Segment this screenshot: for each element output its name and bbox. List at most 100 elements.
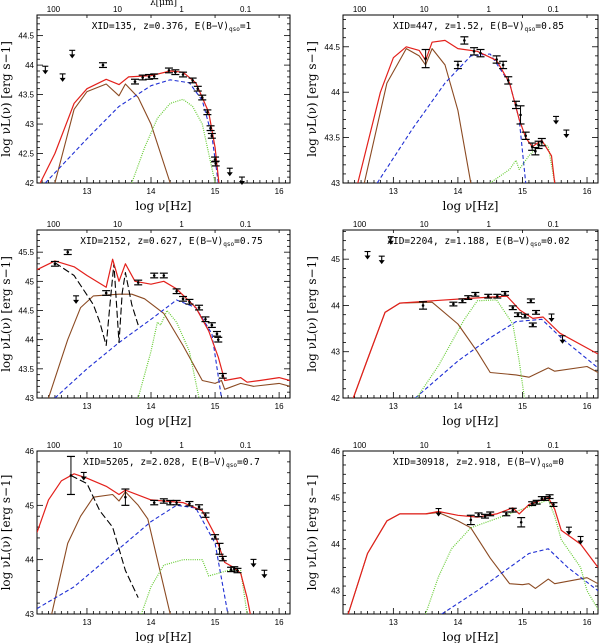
sed-panel-6: 13 14 15 16 43 44 45 46 100 10 1 0.1 log ν[Hz] log νL… [305,441,599,643]
plot-frame [36,450,291,615]
photometry-point [492,55,501,64]
title-subscript: qso [525,26,536,33]
upper-limit-arrow [553,115,560,125]
x-axis-label: log ν[Hz] [135,630,191,643]
photometry-point [185,298,194,305]
sed-panel-4: 13 14 15 16 42 43 44 45 100 10 1 0.1 log ν[Hz] log νL… [305,220,599,428]
top-wavelength-tick-label: 10 [113,441,122,450]
x-axis-label: log ν[Hz] [135,414,191,428]
y-tick-label: 44.5 [324,43,340,52]
photometry-point [198,94,207,101]
photometry-point [233,567,242,574]
title-main: XID=30918, z=2.918, E(B−V) [393,457,542,468]
total-model-curve [347,497,598,614]
upper-limit-arrow [226,167,233,177]
upper-limit-arrow [250,558,257,568]
title-subscript: qso [229,26,240,33]
photometry-point [460,36,469,45]
y-tick-label: 44 [331,301,340,310]
starburst-model-curve [70,475,139,598]
photometry-point [484,293,493,299]
y-tick-label: 43 [331,587,340,596]
top-wavelength-tick-label: 0.1 [240,5,252,14]
plot-frame [36,14,291,184]
top-wavelength-tick-label: 10 [420,220,429,229]
x-tick-label: 13 [83,618,92,627]
galaxy-model-curve [425,499,598,614]
y-tick-label: 43.5 [18,365,34,374]
upper-limit-arrow [435,507,442,517]
photometry-point [134,279,143,286]
title-subscript: qso [530,241,541,248]
top-wavelength-tick-label: 100 [353,441,367,450]
photometry-point [545,494,554,500]
photometry-point [201,316,210,323]
total-model-curve [39,70,220,183]
photometry-point [481,513,490,519]
title-main: XID=5205, z=2.028, E(B−V) [83,457,226,468]
x-tick-label: 16 [275,618,284,627]
top-wavelength-tick-label: 100 [353,5,367,14]
total-model-curve [357,39,556,183]
upper-limit-arrow [73,295,80,304]
y-tick-label: 43 [331,348,340,357]
x-tick-label: 14 [147,618,156,627]
title-main: XID=135, z=0.376, E(B−V) [92,21,229,32]
panel-title: XID=30918, z=2.918, E(B−V)qso=0 [393,457,564,469]
photometry-point [211,160,220,167]
plot-frame [342,14,599,184]
torus-model-curve [54,83,171,183]
upper-limit-arrow [559,335,566,344]
model-curves [39,70,220,183]
upper-limit-arrow [387,236,394,245]
x-tick-label: 13 [389,402,398,411]
y-tick-label: 44 [331,88,340,97]
photometry-point [171,69,180,76]
y-tick-label: 43.5 [324,134,340,143]
x-tick-label: 16 [275,187,284,196]
photometry-point [203,109,212,116]
photometry-point [476,48,485,58]
photometry-point [193,85,202,92]
photometry-point [172,288,181,295]
y-tick-label: 43 [25,610,34,619]
photometry-point [458,298,467,304]
photometry-point [207,322,216,329]
y-axis-label: log νL(ν) [erg s−1] [305,41,319,157]
top-wavelength-tick-label: 100 [353,220,367,229]
photometry-point [537,137,546,147]
top-wavelength-tick-label: 1 [179,220,184,229]
y-tick-label: 45 [25,501,34,510]
photometry-point [513,312,522,318]
torus-model-curve [51,491,171,614]
y-tick-label: 44 [25,61,34,70]
top-wavelength-tick-label: 1 [486,220,491,229]
galaxy-model-curve [489,141,556,183]
top-wavelength-tick-label: 0.1 [240,220,252,229]
upper-limit-arrow [59,73,66,82]
photometry-point [528,322,537,328]
sed-panel-5: 13 14 15 16 43 44 45 46 100 10 1 0.1 log ν[Hz] log νL… [0,441,291,643]
photometry-point [517,516,526,528]
photometry-point [206,125,215,132]
top-wavelength-tick-label: 1 [486,5,491,14]
y-tick-label: 44.5 [18,307,34,316]
y-tick-label: 44 [25,556,34,565]
photometry-point [449,301,458,307]
photometry-point [516,105,525,125]
x-tick-label: 15 [211,187,220,196]
top-wavelength-tick-label: 1 [486,441,491,450]
x-tick-label: 14 [147,402,156,411]
galaxy-model-curve [416,299,525,398]
title-subscript: qso [542,462,553,469]
photometry-point [502,511,511,517]
y-tick-label: 44 [331,540,340,549]
sed-panel-2: 13 14 15 16 43 43.5 44 44.5 100 10 1 0.1 log ν[Hz] lo… [305,5,599,213]
y-tick-label: 45 [331,255,340,264]
top-wavelength-tick-label: 10 [420,5,429,14]
upper-limit-arrow [378,255,385,265]
y-tick-label: 46 [331,447,340,456]
x-tick-label: 13 [389,187,398,196]
upper-limit-arrow [577,535,584,545]
